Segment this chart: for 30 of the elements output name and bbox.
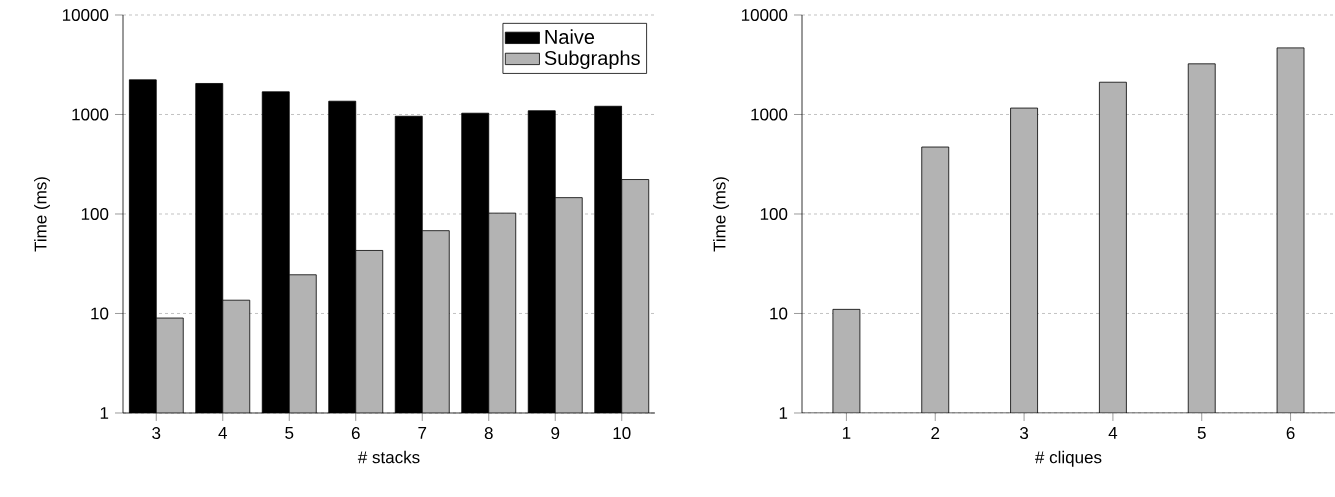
x-tick-label: 6: [351, 427, 360, 440]
x-tick-label: 3: [152, 427, 161, 440]
x-tick-label: 5: [285, 427, 294, 439]
x-tick-label: 2: [931, 427, 940, 439]
y-tick-label: 10: [91, 307, 109, 320]
x-tick-label: 9: [551, 427, 560, 440]
y-tick-label: 10000: [741, 8, 788, 21]
y-axis-title: Time (ms): [34, 177, 50, 252]
y-tick-label: 100: [760, 207, 788, 220]
x-tick-label: 8: [484, 427, 493, 440]
y-tick-label: 10: [770, 307, 788, 320]
x-tick-label: 4: [1108, 427, 1118, 439]
y-tick-label: 1: [779, 407, 788, 419]
x-tick-label: 4: [218, 427, 227, 439]
x-tick-label: 10: [613, 427, 631, 440]
x-tick-label: 3: [1020, 427, 1029, 440]
x-axis-title: # stacks: [357, 450, 420, 464]
y-tick-label: 10000: [62, 8, 109, 21]
x-tick-label: 1: [842, 427, 851, 439]
y-tick-label: 1000: [72, 108, 109, 121]
legend-label: Naive: [545, 29, 595, 45]
legend-label: Subgraphs: [544, 50, 640, 70]
y-tick-label: 100: [81, 207, 109, 220]
x-axis-title: # cliques: [1035, 450, 1102, 467]
x-tick-label: 5: [1197, 427, 1206, 439]
x-tick-label: 6: [1286, 427, 1295, 440]
y-tick-label: 1: [100, 407, 109, 419]
x-tick-label: 7: [418, 427, 427, 439]
y-tick-label: 1000: [751, 108, 788, 121]
y-axis-title: Time (ms): [713, 177, 729, 252]
